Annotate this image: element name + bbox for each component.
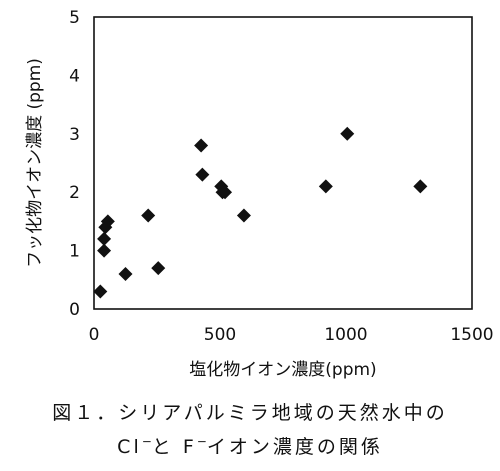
data-point-diamond (151, 261, 166, 276)
x-axis-ticks: 0 500 1000 1500 (89, 325, 494, 345)
data-points (93, 126, 428, 299)
x-axis-title: 塩化物イオン濃度(ppm) (189, 360, 376, 380)
y-tick-label: 2 (69, 183, 80, 203)
data-point-diamond (318, 179, 333, 194)
data-point-diamond (100, 214, 115, 229)
caption-connector: と F (151, 436, 197, 458)
data-point-diamond (97, 231, 112, 246)
plot-area-frame (93, 16, 473, 310)
figure-caption-line1: 図１．シリアパルミラ地域の天然水中の (0, 398, 500, 425)
y-tick-label: 5 (69, 8, 80, 28)
data-point-diamond (413, 179, 428, 194)
data-point-diamond (97, 243, 112, 258)
x-tick-label: 500 (204, 325, 236, 345)
data-point-diamond (195, 167, 210, 182)
caption-text-line1: 図１．シリアパルミラ地域の天然水中の (52, 402, 448, 424)
y-axis-title: フッ化物イオン濃度 (ppm) (25, 58, 45, 268)
y-tick-label: 4 (69, 66, 80, 86)
caption-f-superscript: − (196, 434, 207, 449)
y-tick-label: 3 (69, 125, 80, 145)
y-tick-label: 0 (69, 300, 80, 320)
data-point-diamond (93, 284, 108, 299)
data-point-diamond (340, 126, 355, 141)
caption-cl-superscript: − (141, 434, 152, 449)
y-tick-label: 1 (69, 242, 80, 262)
data-point-diamond (194, 138, 209, 153)
x-tick-label: 1500 (450, 325, 493, 345)
scatter-chart: 0 1 2 3 4 5 0 500 1000 1500 塩化物イオン濃度(ppm) フッ化物イオ… (25, 8, 494, 380)
data-point-diamond (236, 208, 251, 223)
data-point-diamond (118, 266, 133, 281)
caption-cl-symbol: Cl (117, 436, 142, 458)
y-axis-ticks: 0 1 2 3 4 5 (69, 8, 80, 320)
x-tick-label: 1000 (324, 325, 367, 345)
data-point-diamond (218, 185, 233, 200)
caption-text-line2: イオン濃度の関係 (206, 436, 383, 458)
data-point-diamond (141, 208, 156, 223)
figure-caption-line2: Cl−と F−イオン濃度の関係 (0, 432, 500, 459)
x-tick-label: 0 (89, 325, 100, 345)
